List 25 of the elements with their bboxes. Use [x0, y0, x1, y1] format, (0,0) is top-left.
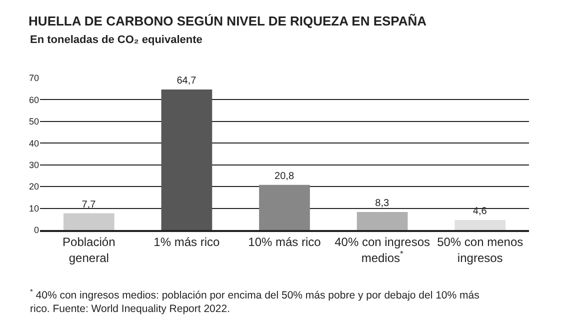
x-tick-label: 10% más rico	[248, 235, 322, 250]
y-tick-label: 30	[28, 160, 39, 170]
x-tick-label: Población general	[62, 235, 116, 265]
y-tick-label: 10	[28, 203, 39, 214]
bar	[63, 213, 114, 230]
text: $^{*}$ 40% con ingresos medios: población por encima del 50% más pobre y por debajo del 10% más rico. Fuente: World Inequality Report 2022.	[30, 287, 480, 316]
bar	[454, 220, 506, 230]
y-tick-label: 70	[28, 73, 39, 84]
y-tick-label: 60	[28, 94, 39, 105]
x-tick-label: 1% más rico	[154, 235, 220, 250]
chart-title: HUELLA DE CARBONO SEGÚN NIVEL DE RIQUEZA EN ESPAÑA	[28, 13, 428, 28]
y-tick-label: 0	[34, 225, 39, 236]
bar	[259, 184, 310, 230]
data-label: 64,7	[176, 76, 197, 87]
y-tick-label: 20	[28, 182, 39, 192]
data-label: 8,3	[375, 198, 390, 209]
chart-subtitle: En toneladas de CO₂ equivalente	[30, 34, 202, 46]
y-tick-label: 40	[28, 138, 39, 148]
y-tick-label: 50	[28, 116, 39, 127]
data-label: 20,8	[274, 170, 294, 182]
data-label: 7,7	[82, 199, 96, 210]
bar	[161, 90, 212, 230]
x-tick-label: 50% con menos ingresos	[437, 235, 524, 265]
x-tick-label: 40% con ingresos medios$^{*}$	[334, 235, 430, 265]
bar	[356, 212, 408, 230]
